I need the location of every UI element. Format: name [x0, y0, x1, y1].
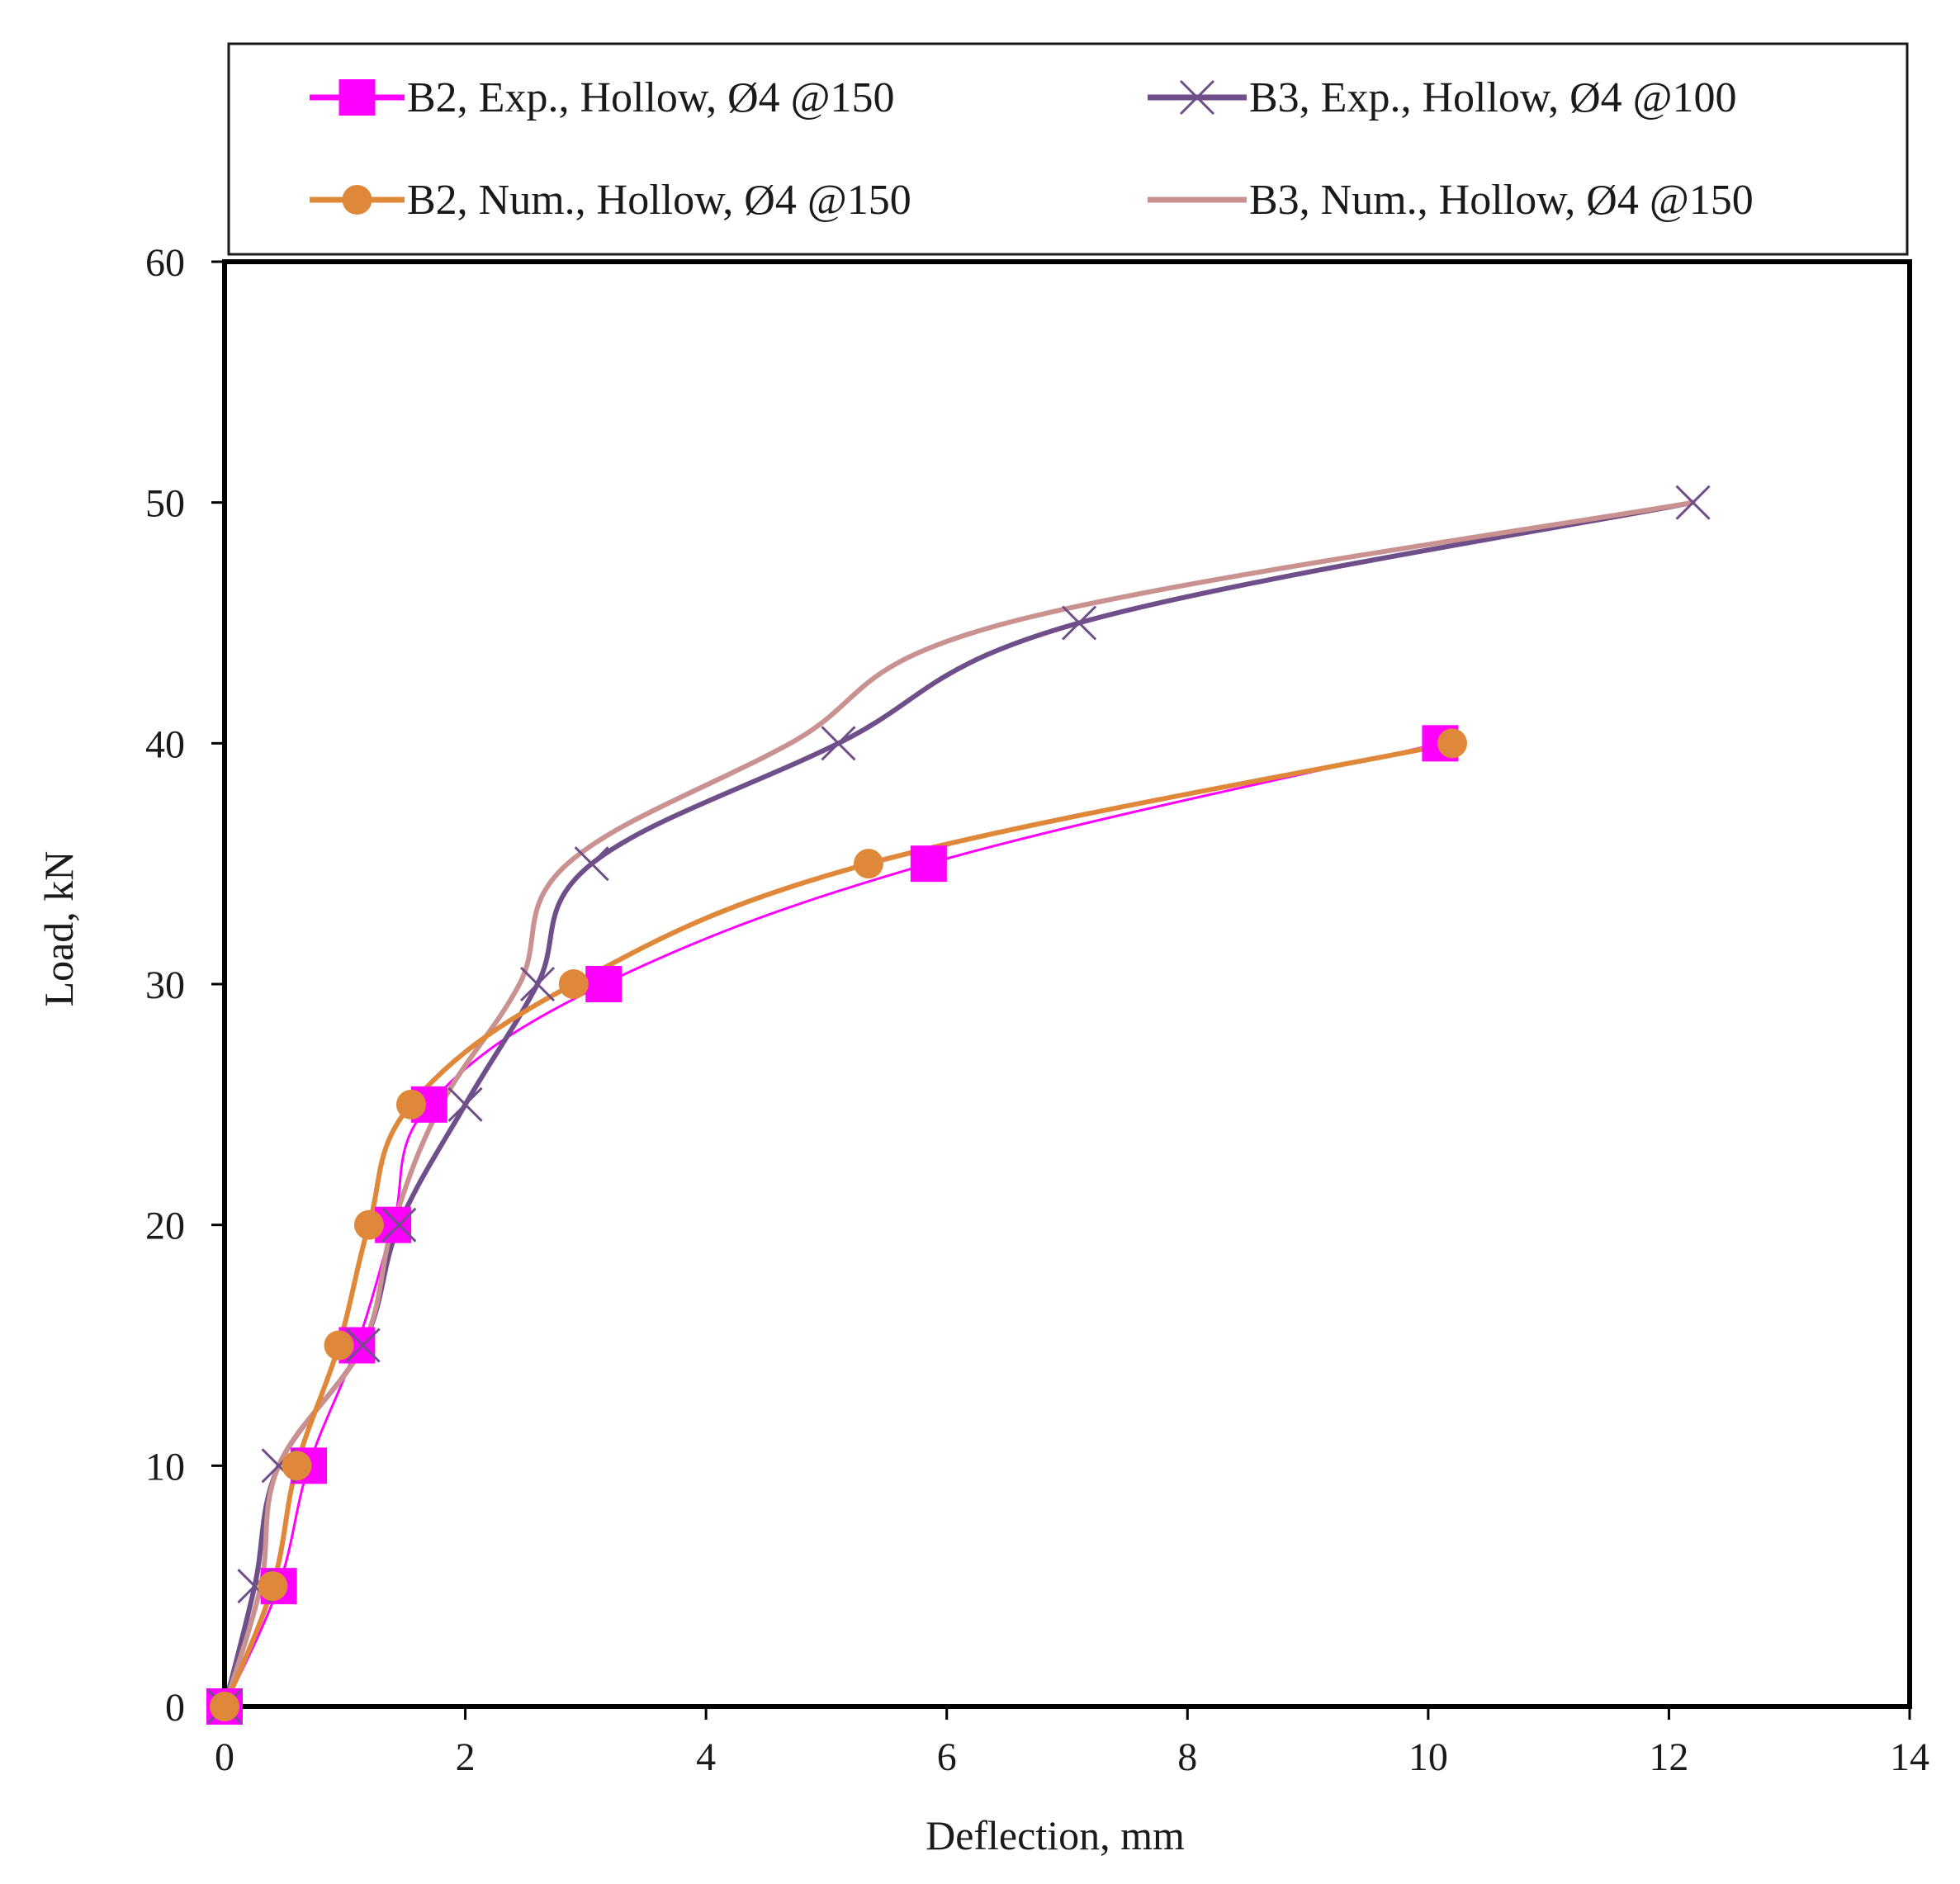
x-tick-label: 10: [1408, 1735, 1448, 1779]
series-markers: [206, 485, 1711, 1725]
series-1-point: [381, 1207, 417, 1243]
series-line-2: [222, 741, 1456, 1709]
series-0-point: [910, 845, 947, 883]
series-2-point: [353, 1209, 384, 1240]
series-1-point: [1062, 605, 1097, 641]
y-tick-label: 0: [165, 1686, 185, 1730]
series-2-point: [324, 1330, 354, 1361]
y-tick-label: 50: [145, 482, 185, 526]
legend-entry-2: B2, Num., Hollow, Ø4 @150: [310, 177, 911, 224]
x-tick-label: 2: [456, 1735, 476, 1779]
x-tick-label: 14: [1890, 1735, 1929, 1779]
series-2-point: [1437, 728, 1468, 759]
series-2-point: [258, 1571, 288, 1602]
x-marker-stroke: [1062, 605, 1097, 641]
y-tick-label: 20: [145, 1205, 185, 1248]
x-marker-stroke: [821, 726, 856, 761]
series-2-point: [210, 1692, 239, 1721]
legend-label: B2, Exp., Hollow, Ø4 @150: [407, 74, 895, 121]
x-marker-stroke: [447, 1086, 483, 1122]
series-2-point: [558, 969, 589, 999]
axis-ticks: 0 2 4 6 8 10 12 14 0 10 20 30 40 50 60: [145, 241, 1929, 1779]
legend-entry-0: B2, Exp., Hollow, Ø4 @150: [310, 74, 895, 121]
legend-entry-1: B3, Exp., Hollow, Ø4 @100: [1148, 74, 1737, 121]
series-1-point: [821, 726, 856, 761]
legend: B2, Exp., Hollow, Ø4 @150 B3, Exp., Hollo…: [310, 74, 1754, 224]
y-tick-label: 10: [145, 1445, 185, 1489]
y-tick-label: 60: [145, 241, 185, 285]
legend-label: B2, Num., Hollow, Ø4 @150: [407, 177, 911, 224]
x-marker-stroke: [345, 1328, 381, 1363]
legend-entry-3: B3, Num., Hollow, Ø4 @150: [1148, 177, 1754, 224]
legend-swatch-marker: [342, 185, 372, 215]
series-1-point: [519, 966, 556, 1002]
series-2-point: [282, 1451, 312, 1481]
x-tick-label: 4: [696, 1735, 716, 1779]
x-tick-label: 12: [1649, 1735, 1688, 1779]
legend-label: B3, Num., Hollow, Ø4 @150: [1249, 177, 1754, 224]
legend-box: [227, 42, 1909, 256]
series-1-point: [1675, 485, 1711, 520]
x-axis-label: Deflection, mm: [926, 1812, 1185, 1858]
y-tick-label: 30: [145, 963, 185, 1007]
x-tick-label: 8: [1177, 1735, 1197, 1779]
x-marker-stroke: [381, 1207, 417, 1243]
legend-swatch-marker: [339, 79, 376, 116]
x-marker-stroke: [574, 846, 609, 882]
series-1-point: [447, 1086, 483, 1122]
series-2-point: [853, 849, 883, 879]
legend-swatch-marker: [1179, 79, 1215, 116]
series-0-point: [585, 966, 623, 1002]
series-1-point: [345, 1328, 381, 1363]
y-tick-label: 40: [145, 722, 185, 766]
x-marker-stroke: [519, 966, 556, 1002]
x-marker-stroke: [1675, 485, 1711, 520]
x-tick-label: 0: [215, 1735, 234, 1779]
x-marker-stroke: [1179, 79, 1215, 116]
series-2-point: [395, 1089, 426, 1120]
legend-label: B3, Exp., Hollow, Ø4 @100: [1249, 74, 1737, 121]
y-axis-label: Load, kN: [36, 851, 82, 1007]
series-1-point: [574, 846, 609, 882]
x-tick-label: 6: [937, 1735, 957, 1779]
